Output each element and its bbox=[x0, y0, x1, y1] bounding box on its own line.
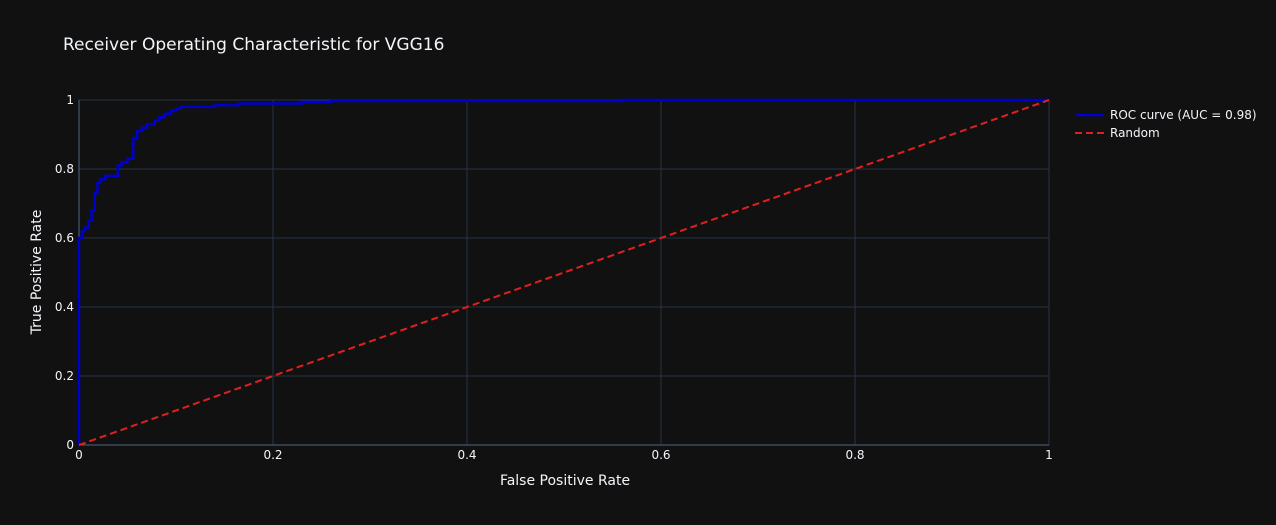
y-tick-label: 0.8 bbox=[55, 162, 74, 176]
random-baseline-line bbox=[78, 99, 1050, 446]
x-tick-label: 0 bbox=[75, 448, 83, 462]
legend-label-roc: ROC curve (AUC = 0.98) bbox=[1110, 108, 1257, 122]
y-tick-label: 0.4 bbox=[55, 300, 74, 314]
legend: ROC curve (AUC = 0.98) Random bbox=[1075, 108, 1257, 140]
legend-label-random: Random bbox=[1110, 126, 1160, 140]
chart-title: Receiver Operating Characteristic for VG… bbox=[63, 35, 444, 55]
x-tick-label: 0.8 bbox=[845, 448, 864, 462]
x-tick-label: 1 bbox=[1045, 448, 1053, 462]
legend-item-random[interactable]: Random bbox=[1075, 126, 1160, 140]
roc-curve-line bbox=[77, 98, 1049, 445]
tick-labels: 0 0.2 0.4 0.6 0.8 1 0 0.2 0.4 0.6 0.8 1 bbox=[55, 93, 1053, 462]
series-lines bbox=[77, 98, 1050, 446]
y-tick-label: 0.2 bbox=[55, 369, 74, 383]
y-axis-title: True Positive Rate bbox=[29, 210, 45, 336]
y-tick-label: 0.6 bbox=[55, 231, 74, 245]
x-tick-label: 0.4 bbox=[457, 448, 476, 462]
x-axis-title: False Positive Rate bbox=[500, 473, 630, 489]
x-tick-label: 0.6 bbox=[651, 448, 670, 462]
y-tick-label: 0 bbox=[66, 438, 74, 452]
legend-item-roc[interactable]: ROC curve (AUC = 0.98) bbox=[1075, 108, 1257, 122]
x-tick-label: 0.2 bbox=[263, 448, 282, 462]
y-tick-label: 1 bbox=[66, 93, 74, 107]
